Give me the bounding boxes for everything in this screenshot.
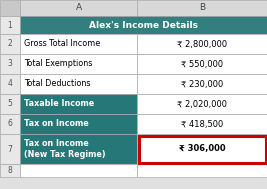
Bar (0, 34, 20, 54)
Text: 1: 1 (8, 20, 12, 29)
Text: ₹ 550,000: ₹ 550,000 (181, 60, 223, 68)
Text: Tax on Income: Tax on Income (24, 119, 89, 129)
Text: B: B (199, 4, 205, 12)
Bar (137, 0, 267, 16)
Bar (20, 164, 137, 177)
Text: Tax on Income
(New Tax Regime): Tax on Income (New Tax Regime) (24, 139, 106, 159)
Bar (137, 74, 267, 94)
Bar (0, 16, 20, 34)
Bar (20, 74, 137, 94)
Text: 5: 5 (7, 99, 13, 108)
Bar (137, 134, 267, 164)
Text: 2: 2 (8, 40, 12, 49)
Bar (20, 54, 137, 74)
Bar (0, 0, 20, 16)
Bar (0, 54, 20, 74)
Bar (137, 114, 267, 134)
Bar (20, 94, 137, 114)
Text: ₹ 418,500: ₹ 418,500 (181, 119, 223, 129)
Bar (20, 114, 137, 134)
Bar (20, 134, 137, 164)
Text: 7: 7 (7, 145, 13, 153)
Text: A: A (76, 4, 81, 12)
Bar (0, 134, 20, 164)
Text: ₹ 2,800,000: ₹ 2,800,000 (177, 40, 227, 49)
Bar (20, 16, 267, 34)
Bar (20, 0, 137, 16)
Bar (137, 94, 267, 114)
Text: Total Exemptions: Total Exemptions (24, 60, 92, 68)
Text: Total Deductions: Total Deductions (24, 80, 91, 88)
Bar (137, 164, 267, 177)
Bar (0, 74, 20, 94)
Bar (0, 164, 20, 177)
Text: 8: 8 (8, 166, 12, 175)
Text: Taxable Income: Taxable Income (24, 99, 94, 108)
Text: 3: 3 (7, 60, 13, 68)
Text: ₹ 306,000: ₹ 306,000 (179, 145, 225, 153)
Bar (0, 114, 20, 134)
Text: ₹ 2,020,000: ₹ 2,020,000 (177, 99, 227, 108)
Text: ₹ 230,000: ₹ 230,000 (181, 80, 223, 88)
Bar (0, 94, 20, 114)
Bar (139, 136, 265, 163)
Bar (137, 34, 267, 54)
Text: 6: 6 (7, 119, 13, 129)
Text: 4: 4 (7, 80, 13, 88)
Text: Alex's Income Details: Alex's Income Details (89, 20, 198, 29)
Text: Gross Total Income: Gross Total Income (24, 40, 100, 49)
Bar (137, 54, 267, 74)
Bar (20, 34, 137, 54)
